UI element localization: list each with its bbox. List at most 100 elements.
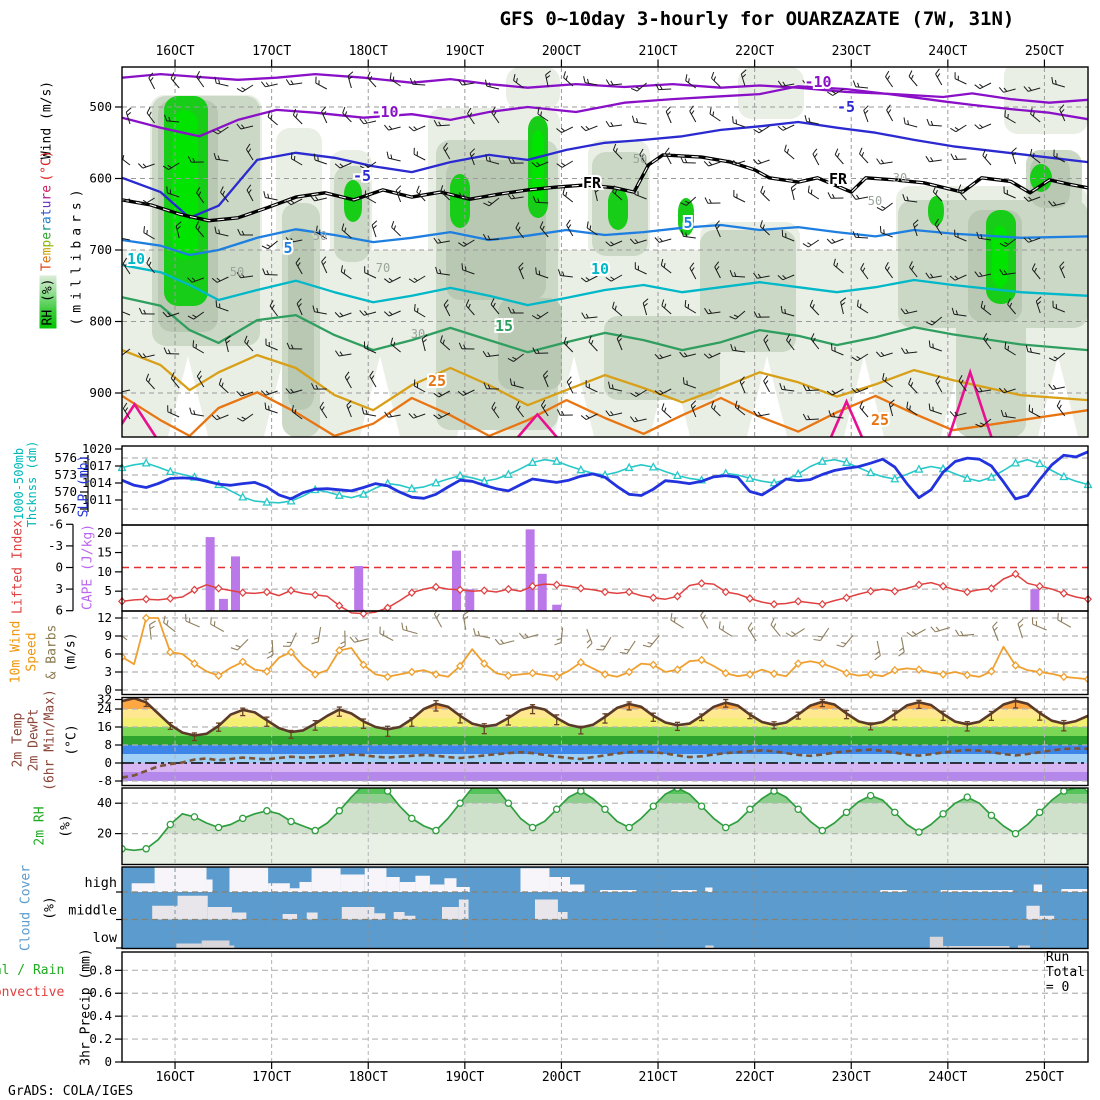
- svg-text:22OCT: 22OCT: [735, 1070, 774, 1085]
- svg-text:3: 3: [104, 664, 112, 679]
- grads-credit: GrADS: COLA/IGES: [8, 1084, 134, 1099]
- svg-text:0.4: 0.4: [89, 1008, 112, 1023]
- svg-text:5: 5: [104, 583, 112, 598]
- svg-text:6: 6: [104, 646, 112, 661]
- t2m-axis-label-4: (°C): [64, 724, 80, 756]
- svg-text:0: 0: [104, 1054, 112, 1069]
- svg-text:19OCT: 19OCT: [445, 44, 484, 59]
- svg-text:17OCT: 17OCT: [252, 1070, 291, 1085]
- svg-text:50: 50: [230, 265, 244, 279]
- svg-text:800: 800: [89, 314, 112, 329]
- svg-text:21OCT: 21OCT: [638, 1070, 677, 1085]
- svg-text:low: low: [93, 930, 118, 946]
- svg-text:16: 16: [97, 719, 112, 734]
- t2m-axis-label-1: 2m Temp: [10, 712, 26, 768]
- svg-text:20: 20: [97, 826, 112, 841]
- svg-text:1014: 1014: [82, 475, 112, 490]
- svg-text:573: 573: [54, 467, 77, 482]
- svg-text:16OCT: 16OCT: [155, 44, 194, 59]
- svg-text:70: 70: [376, 261, 390, 275]
- degc-axis-label: (°C): [39, 150, 55, 182]
- svg-text:10: 10: [97, 564, 112, 579]
- svg-text:30: 30: [893, 171, 907, 185]
- cloud-cover-unit-label: (%): [42, 896, 58, 920]
- svg-text:high: high: [84, 875, 117, 891]
- svg-text:0: 0: [55, 560, 63, 575]
- svg-text:21OCT: 21OCT: [638, 44, 677, 59]
- svg-text:0.6: 0.6: [89, 985, 112, 1000]
- svg-text:600: 600: [89, 171, 112, 186]
- run-total-label: Run Total = 0: [1045, 950, 1085, 995]
- svg-text:900: 900: [89, 385, 112, 400]
- t2m-axis-label-2: 2m DewPt: [26, 708, 42, 772]
- time-axes: 16OCT 16OCT 17OCT 17OCT 18OCT 18OCT 19OCT 19OCT…: [155, 44, 1064, 1085]
- wind10m-panel: 12 9 6 3 0: [97, 610, 1089, 697]
- svg-text:5: 5: [683, 214, 692, 232]
- svg-text:40: 40: [97, 795, 112, 810]
- svg-text:24OCT: 24OCT: [928, 44, 967, 59]
- svg-text:24OCT: 24OCT: [928, 1070, 967, 1085]
- precip-axis-label: 3hr Precip (mm): [78, 948, 94, 1066]
- cape-axis-label: CAPE (J/kg): [80, 523, 96, 611]
- svg-text:700: 700: [89, 242, 112, 257]
- svg-text:18OCT: 18OCT: [349, 1070, 388, 1085]
- svg-text:567: 567: [54, 501, 77, 516]
- rh-axis-label: RH (%): [39, 275, 57, 329]
- svg-text:576: 576: [54, 450, 77, 465]
- temperature-axis-label: Temperature: [39, 184, 55, 272]
- svg-text:10: 10: [127, 250, 145, 268]
- millibars-axis-label: (millibars): [69, 184, 85, 326]
- svg-text:8: 8: [104, 737, 112, 752]
- precip-rain-label: tal / Rain: [0, 963, 65, 978]
- wind10m-axis-label-4: (m/s): [63, 632, 79, 672]
- svg-text:15: 15: [97, 545, 112, 560]
- svg-text:3: 3: [55, 581, 63, 596]
- svg-text:50: 50: [633, 152, 647, 166]
- svg-text:20OCT: 20OCT: [542, 44, 581, 59]
- svg-text:15: 15: [495, 317, 513, 335]
- svg-text:20OCT: 20OCT: [542, 1070, 581, 1085]
- svg-text:-5: -5: [353, 167, 371, 185]
- svg-text:1020: 1020: [82, 441, 112, 456]
- wind10m-axis-label-3: & Barbs: [44, 624, 60, 680]
- page-title: GFS 0~10day 3-hourly for OUARZAZATE (7W,…: [499, 8, 1015, 30]
- svg-text:25: 25: [428, 372, 446, 390]
- svg-text:-10: -10: [804, 73, 831, 91]
- svg-text:500: 500: [89, 99, 112, 114]
- svg-text:0.2: 0.2: [89, 1031, 112, 1046]
- svg-text:0: 0: [104, 755, 112, 770]
- svg-text:-6: -6: [48, 516, 63, 531]
- svg-text:-8: -8: [97, 773, 112, 788]
- cape-li-panel: 20 15 10 5 -6 -3 0 3 6: [48, 516, 1093, 618]
- svg-text:middle: middle: [68, 903, 117, 919]
- svg-text:570: 570: [54, 484, 77, 499]
- svg-text:50: 50: [313, 229, 327, 243]
- slp-axis-label: SLP (mb): [76, 454, 92, 518]
- svg-text:19OCT: 19OCT: [445, 1070, 484, 1085]
- svg-text:23OCT: 23OCT: [832, 44, 871, 59]
- svg-text:5: 5: [283, 239, 292, 257]
- svg-text:32: 32: [97, 692, 112, 707]
- precip-convective-label: Convective: [0, 985, 65, 1000]
- svg-text:1017: 1017: [82, 458, 112, 473]
- svg-text:1011: 1011: [82, 492, 112, 507]
- svg-text:FR: FR: [583, 174, 602, 192]
- svg-text:10: 10: [591, 260, 609, 278]
- lifted-index-axis-label: Lifted Index: [10, 520, 26, 614]
- svg-text:-3: -3: [48, 538, 63, 553]
- cloud-cover-panel: high middle low: [68, 866, 1089, 950]
- svg-text:25OCT: 25OCT: [1025, 44, 1064, 59]
- rh2m-panel: 40 20: [97, 787, 1089, 866]
- svg-text:50: 50: [868, 194, 882, 208]
- svg-text:24: 24: [97, 701, 112, 716]
- t2m-axis-label-3: (6hr Min/Max): [42, 689, 58, 791]
- svg-text:25: 25: [871, 411, 889, 429]
- svg-text:0.8: 0.8: [89, 962, 112, 977]
- wind10m-axis-label-1: 10m Wind: [8, 620, 24, 684]
- svg-text:12: 12: [97, 610, 112, 625]
- svg-text:16OCT: 16OCT: [155, 1070, 194, 1085]
- svg-text:17OCT: 17OCT: [252, 44, 291, 59]
